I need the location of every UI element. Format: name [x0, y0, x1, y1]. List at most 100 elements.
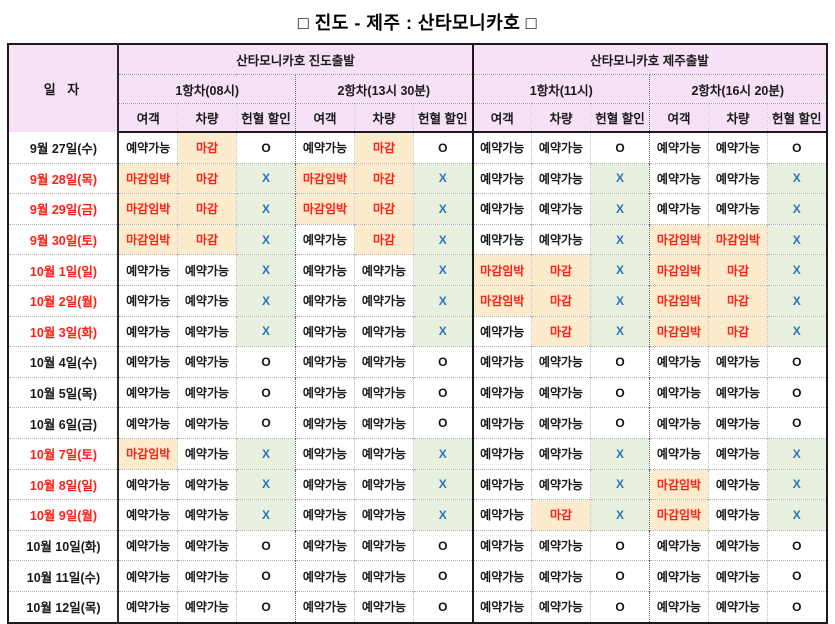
group-header-jeju-departure: 산타모니카호 제주출발 [472, 44, 827, 75]
schedule-row: 10월 9일(월) 예약가능 예약가능 X 예약가능 예약가능 X 예약가능 마감 X 마감임박 예약… [8, 499, 827, 531]
schedule-cell: 예약가능 [118, 346, 178, 378]
schedule-cell: X [767, 223, 827, 255]
date-cell: 9월 30일(토) [8, 223, 120, 255]
schedule-cell: X [413, 254, 474, 286]
schedule-cell: X [767, 437, 827, 470]
schedule-cell: 예약가능 [531, 437, 591, 470]
schedule-row: 10월 5일(목) 예약가능 예약가능 O 예약가능 예약가능 O 예약가능 예약가능 O 예약가능… [8, 376, 827, 408]
schedule-cell: O [236, 560, 296, 592]
date-cell: 10월 2일(월) [8, 284, 120, 317]
schedule-cell: X [413, 315, 474, 347]
schedule-cell: 예약가능 [354, 529, 414, 561]
schedule-row: 10월 10일(화) 예약가능 예약가능 O 예약가능 예약가능 O 예약가능 예약가능 O 예약가… [8, 529, 827, 561]
schedule-cell: X [767, 162, 827, 194]
schedule-cell: X [413, 193, 474, 225]
schedule-cell: 예약가능 [531, 560, 591, 592]
schedule-row: 10월 3일(화) 예약가능 예약가능 X 예약가능 예약가능 X 예약가능 마감 X 마감임박 마감… [8, 315, 827, 347]
schedule-cell: 예약가능 [472, 223, 532, 255]
schedule-cell: 예약가능 [472, 193, 532, 225]
schedule-cell: X [236, 223, 296, 255]
schedule-cell: 예약가능 [708, 590, 768, 623]
schedule-cell: 예약가능 [708, 560, 768, 592]
schedule-cell: 예약가능 [177, 499, 237, 531]
schedule-cell: 예약가능 [649, 346, 709, 378]
schedule-cell: 예약가능 [531, 346, 591, 378]
schedule-cell: X [413, 499, 474, 531]
col-header-passenger: 여객 [295, 103, 355, 133]
schedule-cell: 예약가능 [118, 468, 178, 500]
date-cell: 10월 1일(일) [8, 254, 120, 286]
schedule-cell: O [590, 407, 650, 439]
schedule-cell: O [767, 132, 827, 164]
schedule-cell: 예약가능 [177, 346, 237, 378]
schedule-cell: 예약가능 [177, 254, 237, 286]
date-cell: 10월 12일(목) [8, 590, 120, 623]
schedule-cell: 예약가능 [118, 254, 178, 286]
schedule-cell: X [413, 223, 474, 255]
schedule-cell: O [413, 376, 474, 408]
schedule-cell: 예약가능 [531, 590, 591, 623]
schedule-cell: X [767, 468, 827, 500]
schedule-cell: 예약가능 [118, 376, 178, 408]
schedule-cell: 마감임박 [295, 193, 355, 225]
schedule-cell: 예약가능 [118, 590, 178, 623]
schedule-cell: X [590, 223, 650, 255]
schedule-cell: 예약가능 [295, 407, 355, 439]
schedule-cell: 예약가능 [708, 468, 768, 500]
schedule-cell: 예약가능 [177, 468, 237, 500]
schedule-cell: 예약가능 [649, 407, 709, 439]
date-cell: 10월 9일(월) [8, 499, 120, 531]
schedule-cell: 예약가능 [295, 223, 355, 255]
schedule-cell: 예약가능 [531, 376, 591, 408]
schedule-cell: 예약가능 [354, 407, 414, 439]
schedule-cell: X [236, 468, 296, 500]
date-cell: 10월 11일(수) [8, 560, 120, 592]
schedule-cell: 마감 [354, 223, 414, 255]
schedule-cell: 마감임박 [649, 284, 709, 317]
col-header-passenger: 여객 [649, 103, 709, 133]
schedule-cell: 예약가능 [354, 315, 414, 347]
schedule-cell: 예약가능 [177, 315, 237, 347]
col-header-blood-discount: 헌혈 할인 [413, 103, 474, 133]
schedule-cell: O [590, 132, 650, 164]
schedule-row: 10월 7일(토) 마감임박 예약가능 X 예약가능 예약가능 X 예약가능 예약가능 X 예약가능… [8, 437, 827, 470]
schedule-row: 10월 4일(수) 예약가능 예약가능 O 예약가능 예약가능 O 예약가능 예약가능 O 예약가능… [8, 346, 827, 378]
schedule-cell: 마감임박 [649, 499, 709, 531]
schedule-row: 10월 11일(수) 예약가능 예약가능 O 예약가능 예약가능 O 예약가능 예약가능 O 예약가… [8, 560, 827, 592]
schedule-cell: 예약가능 [649, 437, 709, 470]
schedule-cell: 예약가능 [472, 560, 532, 592]
schedule-cell: 예약가능 [118, 407, 178, 439]
schedule-cell: 예약가능 [708, 162, 768, 194]
schedule-cell: 예약가능 [649, 193, 709, 225]
schedule-cell: 마감 [531, 499, 591, 531]
schedule-cell: X [236, 193, 296, 225]
schedule-cell: 예약가능 [118, 499, 178, 531]
schedule-cell: 예약가능 [472, 346, 532, 378]
schedule-cell: O [413, 132, 474, 164]
schedule-cell: 예약가능 [649, 560, 709, 592]
schedule-cell: 예약가능 [118, 132, 178, 164]
schedule-cell: 예약가능 [295, 376, 355, 408]
schedule-cell: O [236, 590, 296, 623]
schedule-cell: 예약가능 [295, 468, 355, 500]
schedule-cell: 마감 [177, 162, 237, 194]
schedule-cell: 예약가능 [472, 590, 532, 623]
schedule-cell: 예약가능 [472, 437, 532, 470]
page-title: □ 진도 - 제주 : 산타모니카호 □ [297, 13, 538, 33]
col-header-vehicle: 차량 [531, 103, 591, 133]
schedule-cell: 예약가능 [354, 376, 414, 408]
schedule-cell: 마감 [531, 315, 591, 347]
schedule-cell: 예약가능 [708, 437, 768, 470]
schedule-cell: 마감임박 [472, 284, 532, 317]
schedule-cell: X [590, 468, 650, 500]
schedule-cell: X [236, 315, 296, 347]
group-header-jindo-departure: 산타모니카호 진도출발 [118, 44, 474, 75]
schedule-row: 10월 12일(목) 예약가능 예약가능 O 예약가능 예약가능 O 예약가능 예약가능 O 예약가… [8, 590, 827, 623]
date-cell: 9월 29일(금) [8, 193, 120, 225]
schedule-cell: 마감 [708, 254, 768, 286]
date-cell: 10월 4일(수) [8, 346, 120, 378]
schedule-cell: 예약가능 [177, 437, 237, 470]
schedule-cell: 예약가능 [177, 376, 237, 408]
schedule-cell: 예약가능 [354, 346, 414, 378]
schedule-cell: 예약가능 [472, 376, 532, 408]
